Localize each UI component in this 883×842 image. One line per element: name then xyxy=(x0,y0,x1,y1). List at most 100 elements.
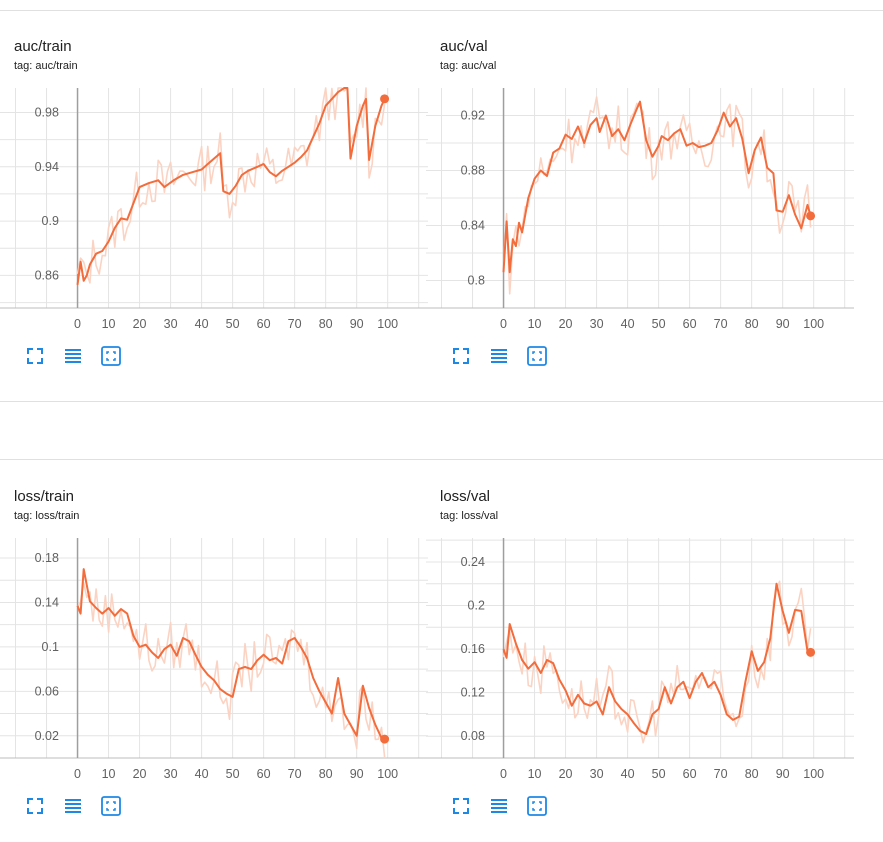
top-divider xyxy=(0,10,883,11)
x-tick-label: 90 xyxy=(350,317,364,331)
x-tick-label: 20 xyxy=(133,767,147,781)
x-tick-label: 20 xyxy=(133,317,147,331)
last-point-marker xyxy=(806,647,816,657)
data-list-icon xyxy=(65,799,81,813)
x-tick-label: 70 xyxy=(714,767,728,781)
series-line xyxy=(502,582,811,735)
x-tick-label: 40 xyxy=(195,767,209,781)
fit-domain-icon xyxy=(527,346,547,366)
card-title: auc/val xyxy=(440,38,488,55)
line-chart[interactable]: 0 10 20 30 40 50 60 70 80 90 100 0.8 0.84 0.88 0.92 xyxy=(426,82,866,332)
series-line xyxy=(76,87,386,286)
raw-series-line xyxy=(502,580,812,744)
data-list-button[interactable] xyxy=(488,345,510,367)
fullscreen-button[interactable] xyxy=(24,345,46,367)
x-tick-label: 20 xyxy=(559,317,573,331)
card-tag: tag: loss/train xyxy=(14,510,80,522)
x-tick-label: 10 xyxy=(102,317,116,331)
y-tick-label: 0.88 xyxy=(461,164,485,178)
fullscreen-icon xyxy=(27,348,43,364)
x-tick-label: 60 xyxy=(257,317,271,331)
scalar-card-auc-val: auc/val tag: auc/val 0 10 20 30 40 50 60 70 80 90… xyxy=(426,0,866,380)
scalar-card-auc-train: auc/train tag: auc/train 0 10 20 30 40 50 60 70… xyxy=(0,0,440,380)
y-tick-label: 0.9 xyxy=(42,214,59,228)
x-tick-label: 30 xyxy=(590,317,604,331)
fit-domain-icon xyxy=(101,346,121,366)
x-tick-label: 50 xyxy=(226,767,240,781)
card-tag: tag: auc/train xyxy=(14,60,78,72)
y-tick-label: 0.1 xyxy=(42,640,59,654)
x-tick-label: 30 xyxy=(164,767,178,781)
y-tick-label: 0.94 xyxy=(35,160,59,174)
raw-series-line xyxy=(76,87,386,284)
scalar-card-loss-train: loss/train tag: loss/train 0 10 20 30 40 50 60… xyxy=(0,450,440,830)
x-tick-label: 90 xyxy=(776,767,790,781)
fullscreen-button[interactable] xyxy=(450,345,472,367)
x-tick-label: 80 xyxy=(745,767,759,781)
x-tick-label: 10 xyxy=(528,767,542,781)
fullscreen-icon xyxy=(453,798,469,814)
card-tag: tag: auc/val xyxy=(440,60,497,72)
fit-domain-icon xyxy=(101,796,121,816)
y-tick-label: 0.14 xyxy=(35,595,59,609)
data-list-button[interactable] xyxy=(62,795,84,817)
line-chart[interactable]: 0 10 20 30 40 50 60 70 80 90 100 0.02 0.06 0.1 0.14 0.1… xyxy=(0,532,440,782)
x-tick-label: 40 xyxy=(195,317,209,331)
x-tick-label: 70 xyxy=(288,767,302,781)
x-tick-label: 0 xyxy=(74,317,81,331)
x-tick-label: 70 xyxy=(288,317,302,331)
x-tick-label: 30 xyxy=(164,317,178,331)
x-tick-label: 100 xyxy=(803,317,824,331)
x-tick-label: 10 xyxy=(528,317,542,331)
x-tick-label: 70 xyxy=(714,317,728,331)
y-tick-label: 0.92 xyxy=(461,109,485,123)
x-tick-label: 80 xyxy=(745,317,759,331)
card-tag: tag: loss/val xyxy=(440,510,499,522)
card-title: loss/train xyxy=(14,488,75,505)
section-divider-lower xyxy=(0,459,883,460)
fit-domain-button[interactable] xyxy=(526,795,548,817)
x-tick-label: 60 xyxy=(683,767,697,781)
fit-domain-button[interactable] xyxy=(526,345,548,367)
series-line xyxy=(76,568,385,741)
y-tick-label: 0.8 xyxy=(468,274,485,288)
fit-domain-button[interactable] xyxy=(100,795,122,817)
line-chart[interactable]: 0 10 20 30 40 50 60 70 80 90 100 0.86 0.9 0.94 0.98 xyxy=(0,82,440,332)
data-list-icon xyxy=(491,349,507,363)
section-divider xyxy=(0,401,883,402)
card-title: auc/train xyxy=(14,38,72,55)
x-tick-label: 60 xyxy=(257,767,271,781)
raw-series-line xyxy=(502,96,812,295)
y-tick-label: 0.06 xyxy=(35,684,59,698)
scalar-card-loss-val: loss/val tag: loss/val 0 10 20 30 40 50 60 70 80… xyxy=(426,450,866,830)
last-point-marker xyxy=(380,94,390,104)
x-tick-label: 50 xyxy=(652,767,666,781)
y-tick-label: 0.08 xyxy=(461,729,485,743)
x-tick-label: 50 xyxy=(652,317,666,331)
x-tick-label: 30 xyxy=(590,767,604,781)
fit-domain-icon xyxy=(527,796,547,816)
x-tick-label: 0 xyxy=(74,767,81,781)
raw-series-line xyxy=(76,581,386,758)
y-tick-label: 0.24 xyxy=(461,555,485,569)
fullscreen-icon xyxy=(27,798,43,814)
fit-domain-button[interactable] xyxy=(100,345,122,367)
last-point-marker xyxy=(380,734,390,744)
x-tick-label: 20 xyxy=(559,767,573,781)
data-list-button[interactable] xyxy=(488,795,510,817)
x-tick-label: 0 xyxy=(500,767,507,781)
x-tick-label: 100 xyxy=(803,767,824,781)
y-tick-label: 0.2 xyxy=(468,599,485,613)
x-tick-label: 60 xyxy=(683,317,697,331)
card-title: loss/val xyxy=(440,488,491,505)
fullscreen-button[interactable] xyxy=(24,795,46,817)
fullscreen-icon xyxy=(453,348,469,364)
x-tick-label: 90 xyxy=(350,767,364,781)
x-tick-label: 100 xyxy=(377,317,398,331)
fullscreen-button[interactable] xyxy=(450,795,472,817)
y-tick-label: 0.12 xyxy=(461,686,485,700)
data-list-button[interactable] xyxy=(62,345,84,367)
series-line xyxy=(502,100,812,274)
y-tick-label: 0.16 xyxy=(461,642,485,656)
line-chart[interactable]: 0 10 20 30 40 50 60 70 80 90 100 0.08 0.12 0.16 0.2 0.2… xyxy=(426,532,866,782)
